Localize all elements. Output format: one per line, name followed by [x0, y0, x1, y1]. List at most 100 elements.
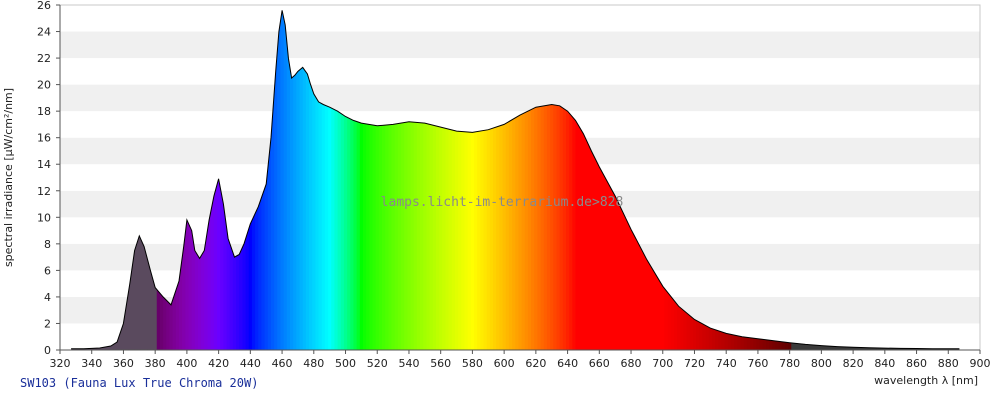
spectrum-strip — [286, 10, 291, 350]
x-tick-label: 680 — [621, 357, 642, 370]
spectrum-strip — [350, 10, 355, 350]
spectrum-strip — [524, 10, 529, 350]
spectrum-strip — [461, 10, 466, 350]
spectrum-strip — [318, 10, 323, 350]
spectrum-strip — [458, 10, 462, 350]
spectrum-strip — [353, 10, 358, 350]
spectrum-strip — [442, 10, 447, 350]
x-tick-label: 620 — [525, 357, 546, 370]
spectrum-strip — [512, 10, 516, 350]
spectrum-strip — [277, 10, 282, 350]
grid-band — [60, 31, 980, 59]
spectrum-strip — [467, 10, 472, 350]
spectrum-strip — [454, 10, 459, 350]
spectrum-strip — [597, 10, 602, 350]
spectrum-strip — [448, 10, 453, 350]
spectrum-strip — [280, 10, 285, 350]
spectrum-strip — [515, 10, 520, 350]
y-tick-label: 8 — [44, 238, 51, 251]
spectrum-strip — [426, 10, 431, 350]
spectrum-strip — [585, 10, 589, 350]
y-tick-label: 24 — [37, 26, 51, 39]
spectrum-strip — [305, 10, 310, 350]
y-tick-label: 22 — [37, 52, 51, 65]
spectrum-strip — [502, 10, 507, 350]
x-tick-label: 480 — [303, 357, 324, 370]
spectrum-strip — [496, 10, 500, 350]
spectrum-strip — [312, 10, 316, 350]
y-tick-label: 6 — [44, 264, 51, 277]
x-tick-label: 660 — [589, 357, 610, 370]
spectrum-strip — [299, 10, 304, 350]
spectrum-strip — [505, 10, 510, 350]
watermark: lamps.licht-im-terrarium.de>828 — [381, 195, 624, 210]
x-tick-label: 580 — [462, 357, 483, 370]
x-tick-label: 360 — [113, 357, 134, 370]
spectrum-strip — [397, 10, 402, 350]
spectrum-strip — [451, 10, 456, 350]
spectrum-strip — [566, 10, 570, 350]
spectrum-strip — [404, 10, 408, 350]
y-tick-label: 20 — [37, 79, 51, 92]
y-tick-label: 4 — [44, 291, 51, 304]
x-tick-label: 380 — [145, 357, 166, 370]
y-tick-label: 10 — [37, 211, 51, 224]
x-tick-label: 400 — [176, 357, 197, 370]
x-tick-label: 860 — [906, 357, 927, 370]
spectrum-strip — [394, 10, 399, 350]
grid-band — [60, 58, 980, 85]
spectrum-strip — [521, 10, 526, 350]
x-tick-label: 880 — [938, 357, 959, 370]
x-axis-title: wavelength λ [nm] — [874, 374, 978, 387]
spectrum-strip — [474, 10, 478, 350]
spectrum-strip — [366, 10, 370, 350]
spectrum-strip — [407, 10, 412, 350]
spectrum-strip — [553, 10, 558, 350]
x-tick-label: 720 — [684, 357, 705, 370]
spectrum-strip — [432, 10, 437, 350]
x-tick-label: 340 — [81, 357, 102, 370]
spectrum-strip — [556, 10, 561, 350]
spectrum-strip — [569, 10, 573, 350]
y-tick-label: 26 — [37, 0, 51, 12]
spectrum-strip — [309, 10, 313, 350]
x-tick-label: 780 — [779, 357, 800, 370]
spectrum-strip — [480, 10, 485, 350]
spectrum-strip — [388, 10, 393, 350]
spectrum-strip — [600, 10, 605, 350]
spectrum-strip — [470, 10, 475, 350]
spectrum-strip — [359, 10, 364, 350]
spectrum-strip — [477, 10, 481, 350]
spectrum-strip — [483, 10, 488, 350]
spectrum-strip — [416, 10, 421, 350]
spectrum-strip — [527, 10, 532, 350]
x-tick-label: 640 — [557, 357, 578, 370]
spectrum-strip — [369, 10, 374, 350]
x-tick-label: 900 — [970, 357, 991, 370]
spectrum-strip — [274, 10, 278, 350]
spectrum-strip — [531, 10, 535, 350]
x-tick-label: 840 — [874, 357, 895, 370]
spectrum-strip — [270, 10, 275, 350]
y-tick-label: 18 — [37, 105, 51, 118]
x-tick-label: 520 — [367, 357, 388, 370]
y-axis-title: spectral irradiance [µW/cm²/nm] — [2, 88, 15, 267]
spectrum-strip — [534, 10, 539, 350]
spectrum-strip — [267, 10, 272, 350]
spectrum-strip — [283, 10, 288, 350]
spectrum-strip — [410, 10, 415, 350]
x-tick-label: 760 — [747, 357, 768, 370]
spectrum-strip — [486, 10, 491, 350]
spectrum-strip — [382, 10, 386, 350]
spectrum-strip — [423, 10, 428, 350]
x-tick-label: 560 — [430, 357, 451, 370]
spectrum-strip — [296, 10, 301, 350]
spectrum-strip — [420, 10, 424, 350]
spectrum-strip — [572, 10, 577, 350]
spectrum-strip — [435, 10, 440, 350]
spectrum-strip — [429, 10, 434, 350]
spectrum-strip — [493, 10, 497, 350]
spectrum-strip — [302, 10, 307, 350]
spectrum-strip — [562, 10, 567, 350]
